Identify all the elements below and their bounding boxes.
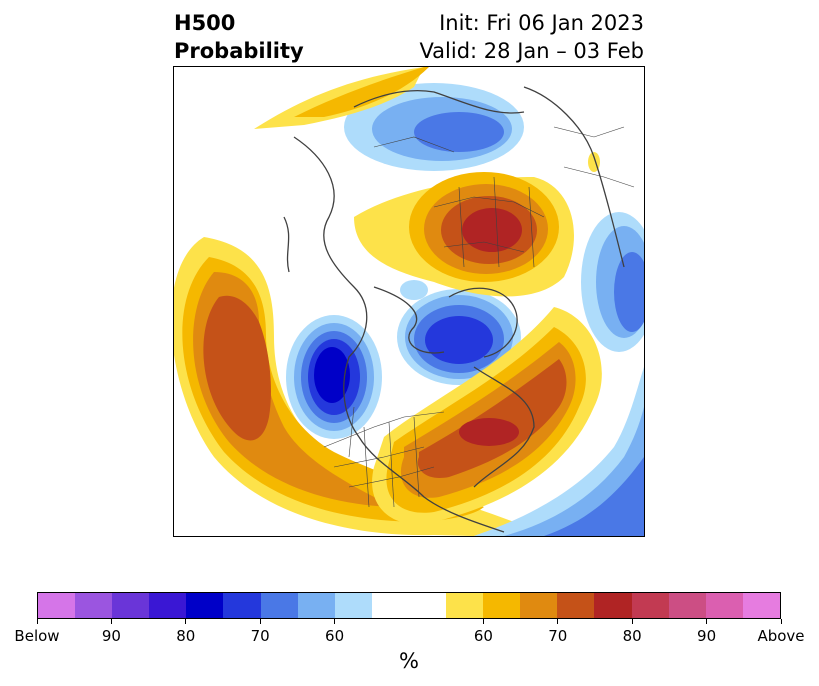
colorbar-tick-mark [780, 619, 782, 624]
colorbar-tick-label: 70 [250, 627, 270, 645]
probability-map [173, 66, 645, 537]
colorbar-tick-mark [185, 619, 187, 624]
colorbar-cell [557, 593, 595, 618]
colorbar-cell [483, 593, 521, 618]
colorbar-tick-label: Below [14, 627, 60, 645]
colorbar-tick-label: 60 [325, 627, 345, 645]
colorbar-tick-label: Above [757, 627, 805, 645]
colorbar-cell [408, 593, 447, 618]
colorbar-tick-mark [36, 619, 38, 624]
colorbar-cell [705, 593, 743, 618]
colorbar-cell [520, 593, 558, 618]
colorbar-tick-mark [334, 619, 336, 624]
colorbar-cell [186, 593, 224, 618]
date-info: Init: Fri 06 Jan 2023 Valid: 28 Jan – 03… [419, 9, 644, 65]
colorbar-cell [631, 593, 669, 618]
pacific-above-anomaly [174, 237, 514, 536]
colorbar-tick-label: 70 [548, 627, 568, 645]
europe-below-anomaly [344, 83, 524, 171]
colorbar-tick-label: 80 [176, 627, 196, 645]
title-line-2: Probability [174, 39, 304, 63]
atlantic-north-above-anomaly [254, 67, 429, 129]
siberia-above-anomaly [354, 152, 600, 297]
map-canvas [174, 67, 644, 536]
valid-date: Valid: 28 Jan – 03 Feb [419, 39, 644, 63]
colorbar-cell [38, 593, 76, 618]
colorbar-cell [260, 593, 298, 618]
colorbar-tick-mark [259, 619, 261, 624]
colorbar-tick-label: 90 [101, 627, 121, 645]
colorbar-cell [75, 593, 113, 618]
colorbar [37, 592, 781, 619]
colorbar-tick-label: 60 [473, 627, 493, 645]
colorbar-tick-mark [110, 619, 112, 624]
east-pacific-below-anomaly [581, 212, 644, 352]
colorbar-cell [297, 593, 335, 618]
colorbar-tick-mark [706, 619, 708, 624]
western-na-below-anomaly [286, 315, 382, 439]
colorbar-tick-mark [557, 619, 559, 624]
coastlines [283, 86, 625, 533]
colorbar-cell [112, 593, 150, 618]
colorbar-cell [594, 593, 632, 618]
chart-title: H500 Probability [174, 9, 304, 65]
colorbar-cell [334, 593, 372, 618]
colorbar-tick-mark [482, 619, 484, 624]
country-borders [323, 126, 635, 508]
colorbar-unit: % [399, 649, 419, 673]
colorbar-cell [149, 593, 187, 618]
title-line-1: H500 [174, 11, 236, 35]
colorbar-cell [742, 593, 780, 618]
atlantic-below-anomaly [474, 367, 644, 536]
colorbar-cell [446, 593, 484, 618]
colorbar-tick-mark [631, 619, 633, 624]
eastern-na-above-anomaly [372, 307, 602, 525]
colorbar-cell [371, 593, 409, 618]
colorbar-cell [223, 593, 261, 618]
colorbar-tick-label: 90 [697, 627, 717, 645]
init-date: Init: Fri 06 Jan 2023 [439, 11, 644, 35]
colorbar-cell [668, 593, 706, 618]
colorbar-tick-label: 80 [622, 627, 642, 645]
